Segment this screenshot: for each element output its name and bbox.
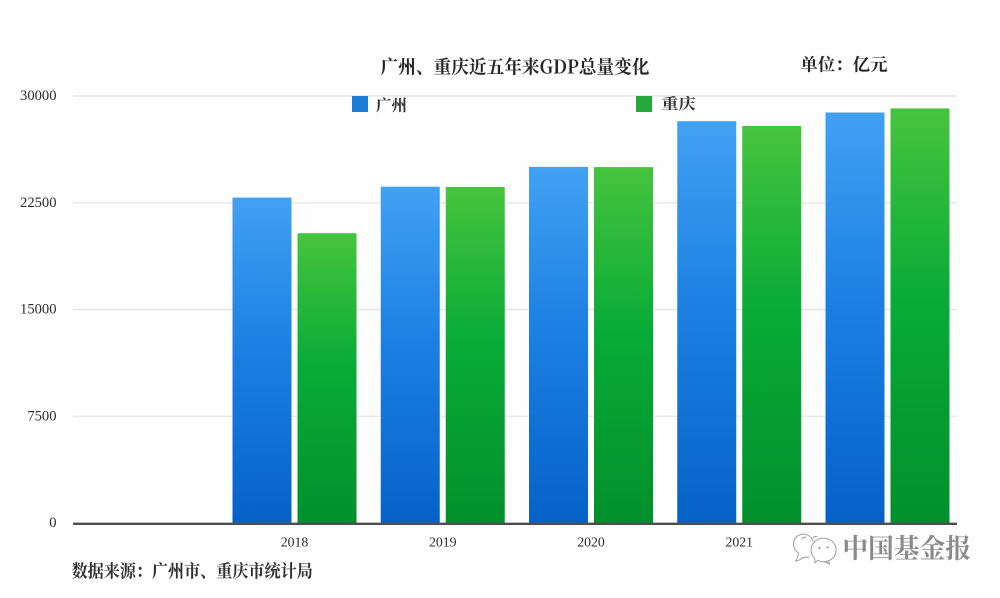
svg-text:0: 0: [49, 515, 56, 531]
svg-text:2019: 2019: [429, 534, 457, 549]
svg-text:7500: 7500: [27, 408, 56, 424]
svg-text:2020: 2020: [577, 534, 605, 549]
svg-text:15000: 15000: [20, 302, 56, 318]
svg-text:22500: 22500: [20, 195, 56, 211]
svg-text:2021: 2021: [725, 534, 753, 549]
svg-text:2018: 2018: [281, 534, 309, 549]
svg-text:30000: 30000: [20, 88, 56, 104]
